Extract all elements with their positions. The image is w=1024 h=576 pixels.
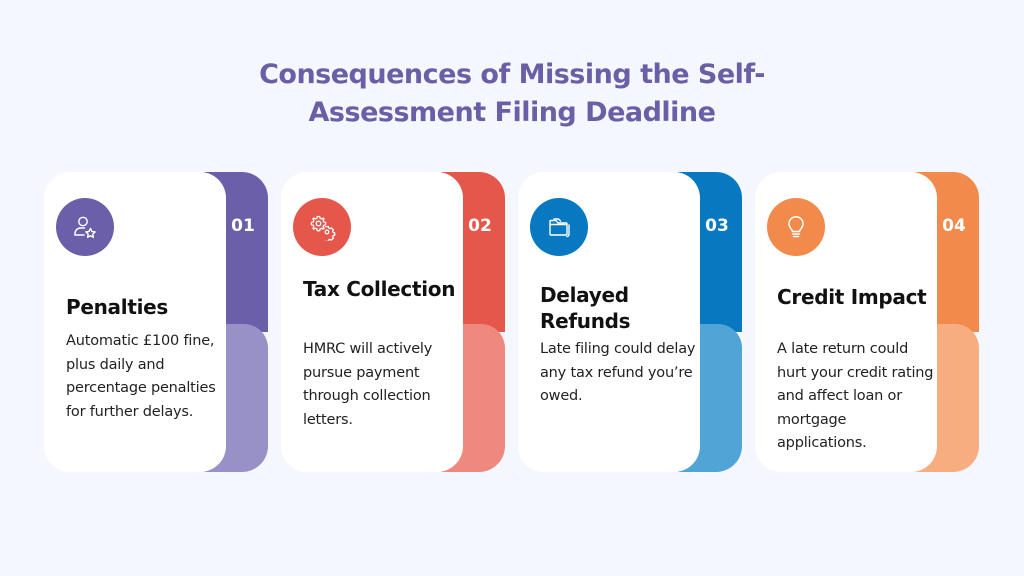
card-delayed-refunds: 03 Delayed Refunds Late filing could del…: [518, 172, 744, 474]
page-title: Consequences of Missing the Self- Assess…: [0, 56, 1024, 132]
card-title: Penalties: [66, 295, 168, 319]
card-number: 02: [468, 216, 492, 236]
card-panel: Tax Collection HMRC will actively pursue…: [281, 172, 463, 472]
card-description: Late filing could delay any tax refund y…: [540, 341, 696, 404]
folder-icon: [530, 198, 588, 256]
card-panel: Credit Impact A late return could hurt y…: [755, 172, 937, 472]
card-description: HMRC will actively pursue payment throug…: [303, 341, 433, 428]
card-title: Credit Impact: [777, 285, 927, 309]
card-title: Tax Collection: [303, 277, 456, 301]
card-number: 01: [231, 216, 255, 236]
card-panel: Delayed Refunds Late filing could delay …: [518, 172, 700, 472]
card-number: 04: [942, 216, 966, 236]
page-title-line-2: Assessment Filing Deadline: [308, 97, 716, 129]
card-tax-collection: 02 Tax Collection HMRC will actively pur…: [281, 172, 507, 474]
card-penalties: 01 Penalties Automatic £100 fine, plus d…: [44, 172, 270, 474]
card-description: A late return could hurt your credit rat…: [777, 341, 934, 451]
lightbulb-icon: [767, 198, 825, 256]
card-credit-impact: 04 Credit Impact A late return could hur…: [755, 172, 981, 474]
card-title: Delayed Refunds: [540, 283, 631, 333]
gears-icon: [293, 198, 351, 256]
card-description: Automatic £100 fine, plus daily and perc…: [66, 333, 216, 420]
card-panel: Penalties Automatic £100 fine, plus dail…: [44, 172, 226, 472]
card-number: 03: [705, 216, 729, 236]
page-title-line-1: Consequences of Missing the Self-: [259, 59, 765, 91]
user-star-icon: [56, 198, 114, 256]
